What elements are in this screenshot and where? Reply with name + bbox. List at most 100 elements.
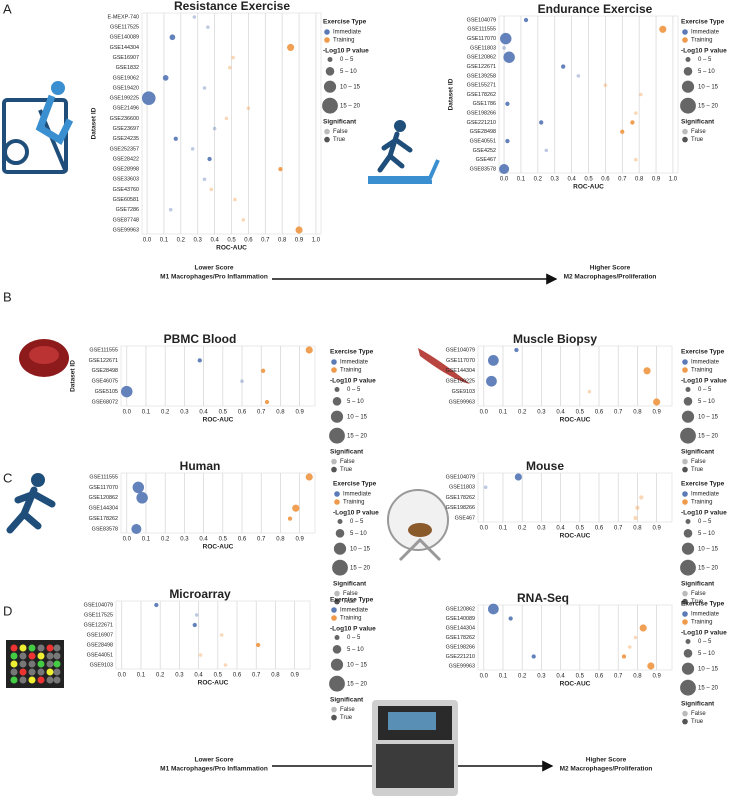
y-tick-label: GSE1786 [473, 101, 496, 107]
legend-title: Exercise Type [681, 481, 725, 488]
legend-label: Training [691, 368, 712, 374]
size-legend-mark [683, 529, 693, 538]
y-tick-label: GSE117070 [89, 485, 118, 491]
legend-swatch [334, 491, 340, 497]
size-legend-mark [322, 97, 338, 114]
legend-title: Significant [681, 118, 715, 125]
legend-label: 10 – 15 [698, 546, 719, 552]
legend-title: Significant [681, 580, 715, 587]
x-tick-label: 0.9 [652, 526, 661, 532]
x-tick-label: 0.5 [219, 537, 228, 543]
legend-swatch [334, 598, 340, 605]
legend-title: Exercise Type [330, 349, 374, 356]
size-legend-mark [681, 80, 695, 93]
legend-swatch [324, 136, 330, 143]
data-point [499, 163, 510, 175]
data-point [287, 43, 295, 52]
data-point [487, 355, 499, 366]
legend-title: -Log10 P value [330, 626, 376, 633]
y-tick-label: GSE144304 [110, 45, 139, 51]
plot-frame [120, 345, 316, 407]
x-tick-label: 0.0 [480, 674, 489, 680]
data-point [260, 368, 266, 373]
legend-label: Training [691, 38, 712, 44]
data-point [633, 515, 638, 521]
size-legend-mark [323, 80, 337, 93]
y-tick-label: GSE40551 [470, 138, 496, 144]
data-point [633, 635, 638, 640]
y-axis-label: Dataset ID [91, 107, 98, 139]
x-tick-label: 0.1 [517, 177, 526, 183]
legend-swatch [324, 29, 330, 35]
legend-label: 10 – 15 [350, 546, 371, 552]
legend-label: False [340, 707, 355, 713]
y-tick-label: GSE99963 [113, 227, 139, 233]
plot-frame [477, 345, 673, 407]
legend-swatch [331, 458, 337, 465]
y-tick-label: GSE178262 [89, 516, 118, 522]
y-tick-label: GSE120862 [467, 55, 496, 61]
legend-label: 0 – 5 [698, 639, 712, 645]
x-tick-label: 0.4 [556, 526, 565, 532]
legend-label: 0 – 5 [347, 387, 361, 393]
data-point [136, 492, 148, 504]
y-tick-label: GSE68072 [92, 399, 118, 405]
y-tick-label: GSE144304 [89, 506, 118, 512]
data-point [141, 91, 156, 105]
y-tick-label: GSE19420 [113, 85, 139, 91]
y-tick-label: GSE252357 [110, 146, 139, 152]
legend-swatch [682, 598, 688, 605]
data-point [194, 613, 199, 617]
size-legend-mark [330, 410, 344, 423]
legend-swatch [682, 590, 688, 597]
x-tick-label: 0.7 [257, 410, 266, 416]
y-tick-label: GSE28422 [113, 156, 139, 162]
legend-label: 5 – 10 [347, 647, 364, 653]
x-tick-label: 0.1 [160, 238, 169, 244]
y-tick-label: GSE33603 [113, 177, 139, 183]
legend-label: True [343, 599, 356, 605]
data-point [653, 398, 661, 406]
size-legend-mark [337, 519, 343, 524]
data-point [639, 624, 647, 632]
legend-label: 5 – 10 [698, 399, 715, 405]
y-tick-label: GSE104079 [446, 474, 475, 480]
y-tick-label: GSE144304 [446, 625, 475, 631]
data-point [192, 622, 197, 628]
data-point [544, 148, 549, 153]
x-tick-label: 0.4 [194, 673, 203, 679]
legend-title: Significant [681, 700, 715, 707]
chart-title: Muscle Biopsy [513, 332, 597, 346]
x-tick-label: 0.4 [210, 238, 219, 244]
x-tick-label: 0.6 [233, 673, 242, 679]
data-point [539, 120, 544, 125]
data-point [233, 197, 237, 202]
x-tick-label: 0.0 [118, 673, 127, 679]
data-point [531, 654, 536, 659]
data-point [503, 51, 515, 63]
y-tick-label: GSE83578 [470, 166, 496, 172]
y-tick-label: GSE178262 [446, 635, 475, 641]
muscle-icon [418, 348, 470, 384]
y-tick-label: GSE111555 [89, 347, 118, 353]
y-tick-label: GSE9103 [452, 389, 475, 395]
size-legend-mark [329, 427, 345, 444]
y-tick-label: GSE139258 [467, 73, 496, 79]
x-tick-label: 0.4 [556, 674, 565, 680]
y-tick-label: GSE155271 [467, 83, 496, 89]
x-tick-label: 0.6 [595, 674, 604, 680]
data-point [192, 15, 197, 19]
data-point [264, 399, 270, 405]
x-tick-label: 0.9 [652, 177, 661, 183]
data-point [305, 346, 313, 354]
data-point [620, 129, 625, 134]
legend-title: Exercise Type [681, 601, 725, 608]
chart-title: PBMC Blood [164, 332, 237, 346]
legend-label: False [691, 711, 706, 717]
legend-label: 10 – 15 [698, 666, 719, 672]
x-tick-label: 0.9 [652, 674, 661, 680]
legend-label: Immediate [691, 492, 720, 498]
legend-title: Significant [330, 448, 364, 455]
legend-label: 5 – 10 [347, 399, 364, 405]
